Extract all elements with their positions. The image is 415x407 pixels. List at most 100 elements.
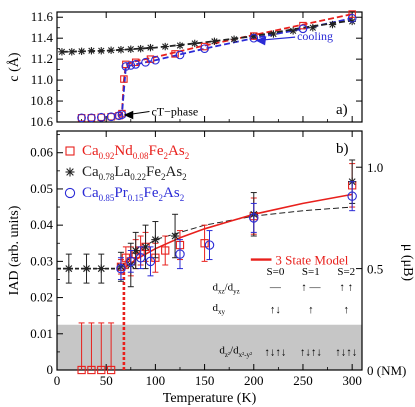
panel-a-point <box>347 13 357 23</box>
panel-a-point <box>309 24 317 32</box>
panel-b-point <box>64 264 73 273</box>
inset-row-label: dxz/dyz <box>212 281 239 295</box>
panel-a-point <box>200 44 209 54</box>
panel-b-ytick-label: 0.01 <box>30 326 53 341</box>
inset-cell: ↑↓↑↓ <box>264 347 286 359</box>
panel-a-ytick-label: 10.8 <box>30 93 53 108</box>
panel-b-point <box>170 231 180 241</box>
panel-a-frame <box>56 11 363 123</box>
panel-a-point <box>176 41 184 50</box>
inset-row-label: dxy <box>212 302 225 316</box>
panel-b-point <box>347 191 357 201</box>
panel-a-point <box>77 113 86 123</box>
panel-b-ytick-label: 0.06 <box>30 145 53 160</box>
panel-a-point <box>146 43 155 52</box>
panel-a-point <box>107 46 115 54</box>
panel-a-point <box>250 32 258 40</box>
panel-b-point <box>151 235 160 244</box>
panel-b-xlabel: Temperature (K) <box>163 391 257 406</box>
panel-a-point <box>87 114 96 122</box>
legend-label: Ca0.78La0.22Fe2As2 <box>82 164 187 182</box>
panel-a-point <box>121 62 131 71</box>
panel-a-label: a) <box>336 102 348 118</box>
ct-phase-arrow <box>123 110 150 120</box>
panel-b-xtick-label: 0 <box>54 373 61 388</box>
panel-a-ytick-label: 11.4 <box>31 30 54 45</box>
panel-a-point <box>87 113 96 123</box>
panel-a-point <box>348 10 356 18</box>
panel-b-right-tick-label: 0.5 <box>367 262 383 277</box>
panel-b-xtick-label: 250 <box>293 373 313 388</box>
panel-b-ytick-label: 0.02 <box>30 290 53 305</box>
panel-a-point <box>269 30 278 38</box>
panel-b-label: b) <box>336 141 349 157</box>
inset-column-header: S=1 <box>302 266 320 278</box>
panel-a-point <box>151 55 160 65</box>
inset-column-header: S=2 <box>337 266 355 278</box>
panel-a-point <box>68 48 76 56</box>
panel-a-ylabel: c (Å) <box>6 52 22 81</box>
panel-a-point <box>77 47 86 55</box>
panel-b-xtick-label: 300 <box>342 373 362 388</box>
cooling-label: cooling <box>297 29 333 43</box>
panel-b-ytick-label: 0.03 <box>30 253 53 268</box>
legend-marker <box>65 146 75 156</box>
panel-a-point <box>191 39 199 48</box>
panel-a-point <box>298 24 308 34</box>
panel-b-point <box>126 256 136 267</box>
panel-a-point <box>171 50 179 58</box>
inset-cell: ↑↓↑↓ <box>335 347 357 359</box>
panel-a-point <box>127 45 135 53</box>
cooling-arrow <box>255 36 296 46</box>
legend-label: Ca0.85Pr0.15Fe2As2 <box>82 185 184 203</box>
panel-a-ytick-label: 11.2 <box>31 51 53 66</box>
legend-marker <box>64 187 76 199</box>
panel-b-point <box>175 249 185 259</box>
panel-b-point <box>106 365 116 375</box>
panel-a-point <box>161 42 169 51</box>
panel-a-ytick-label: 11.6 <box>31 9 54 24</box>
inset-cell: ↑↓↑↓ <box>300 347 322 359</box>
panel-b-point <box>145 256 156 267</box>
inset-cell: — <box>269 281 282 293</box>
inset-row-label: dz²/dx²-y² <box>219 345 252 359</box>
inset-cell: ↑ ↑ <box>339 281 353 293</box>
panel-b-xtick-label: 50 <box>100 373 113 388</box>
panel-b-frame <box>56 130 363 371</box>
panel-b-point <box>249 213 259 223</box>
panel-b-point <box>77 365 86 375</box>
panel-a-point <box>117 46 125 54</box>
panel-b-point <box>116 263 126 274</box>
panel-b-ytick-label: 0 <box>47 362 54 377</box>
inset-cell: ↑ <box>308 304 314 316</box>
ct-phase-label: cT−phase <box>151 105 198 119</box>
panel-b-point <box>87 365 96 375</box>
panel-b-point <box>204 240 215 250</box>
panel-a-point <box>120 75 128 83</box>
panel-b-right-tick-label: 1.0 <box>367 160 383 175</box>
panel-b-point <box>97 365 106 375</box>
panel-a-point <box>96 112 106 122</box>
panel-a-dashed-line <box>117 17 353 117</box>
panel-b-xtick-label: 150 <box>195 373 215 388</box>
panel-a-point <box>131 60 141 69</box>
panel-a-point <box>141 57 150 67</box>
panel-b-point <box>135 252 146 263</box>
legend-label: Ca0.92Nd0.08Fe2As2 <box>82 143 189 161</box>
panel-a-point <box>77 114 86 122</box>
panel-a-point <box>210 37 219 46</box>
panel-b-point <box>97 264 106 273</box>
model-legend-label: 3 State Model <box>275 253 348 268</box>
panel-b-ylabel: IAD (arb. units) <box>7 205 22 295</box>
panel-a-point <box>58 48 66 56</box>
panel-b-point <box>82 264 91 273</box>
panel-a-point <box>230 35 238 43</box>
panel-a-ytick-label: 11.0 <box>31 72 53 87</box>
inset-cell: ↑ <box>344 304 350 316</box>
panel-a-point <box>136 44 145 53</box>
panel-a-point <box>328 20 337 29</box>
panel-a-point <box>175 50 185 60</box>
panel-a-point <box>289 27 297 35</box>
panel-a-point <box>97 113 106 122</box>
